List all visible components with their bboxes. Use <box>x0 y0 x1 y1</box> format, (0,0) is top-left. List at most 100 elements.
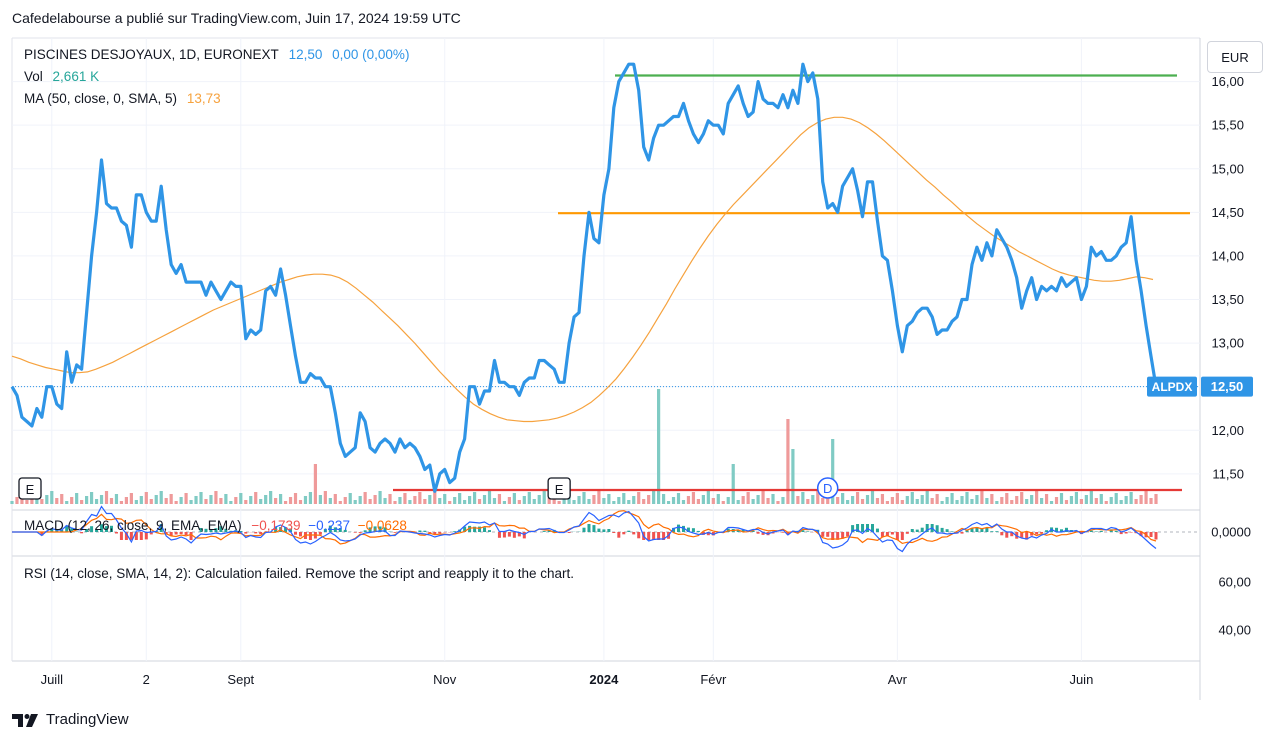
indicator-tick-label: 60,00 <box>1218 575 1251 590</box>
volume-bars <box>10 389 1158 504</box>
macd-hist-bar <box>294 532 298 535</box>
volume-bar <box>134 500 138 504</box>
macd-label[interactable]: MACD (12, 26, close, 9, EMA, EMA) <box>24 518 242 533</box>
volume-bar <box>308 492 313 504</box>
volume-bar <box>124 497 128 504</box>
volume-bar <box>1114 493 1118 504</box>
volume-bar <box>477 499 482 504</box>
macd-hist-bar <box>950 531 954 532</box>
macd-hist-bar <box>771 532 775 534</box>
macd-hist-bar <box>1020 532 1024 538</box>
macd-hist-bar <box>244 532 248 534</box>
earnings-marker <box>18 477 42 500</box>
volume-bar <box>45 495 49 504</box>
volume-bar <box>766 498 770 504</box>
volume-bar <box>1030 495 1034 504</box>
currency-button[interactable]: EUR <box>1207 41 1263 73</box>
macd-hist-bar <box>478 526 482 532</box>
macd-hist-bar <box>105 526 109 532</box>
y-tick-label: 13,50 <box>1211 292 1244 307</box>
macd-hist-bar <box>1059 529 1063 532</box>
y-tick-label: 15,00 <box>1211 161 1244 176</box>
volume-bar <box>920 495 924 504</box>
price-line <box>10 62 1158 493</box>
volume-bar <box>870 491 875 504</box>
volume-bar <box>741 496 745 504</box>
volume-bar <box>602 498 606 504</box>
macd-hist-bar <box>189 532 193 540</box>
macd-hist-bar <box>239 531 243 532</box>
macd-hist-bar <box>960 532 964 534</box>
volume-bar <box>1035 491 1039 504</box>
tradingview-logo[interactable]: TradingView <box>12 711 129 728</box>
volume-bar <box>65 501 69 504</box>
volume-bar <box>895 493 899 504</box>
volume-bar <box>676 493 681 504</box>
macd-hist-bar <box>418 530 422 532</box>
macd-hist-bar <box>507 532 511 537</box>
volume-bar <box>1064 500 1069 504</box>
macd-hist-bar <box>542 531 546 532</box>
macd-hist-bar <box>856 524 860 532</box>
volume-bar <box>40 499 44 504</box>
volume-bar <box>990 494 994 504</box>
tradingview-logo-icon <box>12 713 38 727</box>
volume-bar <box>746 492 750 504</box>
volume-bar <box>806 499 810 504</box>
y-tick-label: 12,00 <box>1211 423 1244 438</box>
volume-bar <box>453 497 457 504</box>
volume-bar <box>547 498 551 504</box>
price-lines <box>10 62 1200 493</box>
rsi-text[interactable]: RSI (14, close, SMA, 14, 2): Calculation… <box>24 566 575 581</box>
macd-hist-bar <box>119 532 123 540</box>
macd-hist-bar <box>652 532 656 540</box>
volume-bar <box>607 494 611 504</box>
dividend-marker <box>816 477 839 499</box>
volume-bar <box>293 493 298 504</box>
volume-bar <box>875 498 880 504</box>
publisher-caption: Cafedelabourse a publié sur TradingView.… <box>12 10 461 26</box>
macd-hist-bar <box>970 528 974 532</box>
macd-hist-bar <box>149 532 153 535</box>
symbol-tag-label: ALPDX <box>1152 380 1193 394</box>
macd-hist-bar <box>1149 532 1153 537</box>
volume-bar <box>781 497 785 504</box>
symbol-title[interactable]: PISCINES DESJOYAUX, 1D, EURONEXT <box>24 47 279 62</box>
volume-bar <box>1000 497 1004 504</box>
volume-bar <box>1044 494 1049 504</box>
x-tick-label: Sept <box>227 672 254 687</box>
volume-bar <box>358 496 362 504</box>
macd-hist-bar <box>900 532 904 540</box>
volume-bar <box>1104 501 1108 504</box>
macd-hist-bar <box>801 530 805 532</box>
volume-bar <box>1059 493 1064 504</box>
volume-bar <box>468 496 472 504</box>
earnings-marker <box>547 477 571 500</box>
volume-bar <box>15 497 19 504</box>
macd-hist-bar <box>821 532 825 537</box>
volume-bar <box>855 492 860 504</box>
macd-hist-bar <box>184 532 188 536</box>
volume-bar <box>915 499 919 504</box>
vol-label[interactable]: Vol <box>24 69 43 84</box>
volume-bar <box>169 494 173 504</box>
volume-bar <box>75 493 79 504</box>
macd-hist-bar <box>159 524 163 532</box>
volume-bar <box>826 494 830 504</box>
volume-bar <box>288 497 293 504</box>
volume-bar <box>184 493 188 504</box>
macd-hist-bar <box>940 527 944 532</box>
volume-bar <box>129 493 133 504</box>
x-tick-label: Juin <box>1069 672 1093 687</box>
macd-hist-bar <box>622 532 626 535</box>
macd-hist-bar <box>1035 532 1039 535</box>
volume-bar <box>398 497 402 504</box>
volume-bar <box>666 501 671 504</box>
macd-hist-bar <box>40 532 44 536</box>
macd-hist-bar <box>632 532 636 535</box>
ma-label[interactable]: MA (50, close, 0, SMA, 5) <box>24 91 178 106</box>
volume-bar <box>99 495 104 504</box>
macd-hist-bar <box>368 527 372 532</box>
macd-hist-bar <box>144 532 148 540</box>
